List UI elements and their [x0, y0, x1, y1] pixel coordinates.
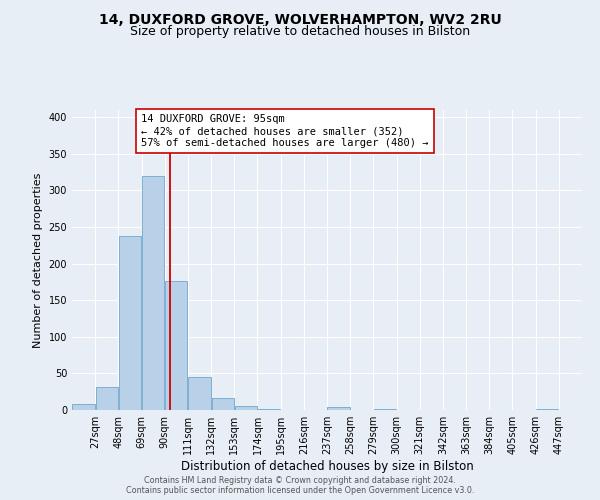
Bar	[95, 386, 118, 410]
Bar	[73, 404, 95, 410]
Bar	[142, 176, 164, 410]
Bar	[165, 281, 187, 410]
Y-axis label: Number of detached properties: Number of detached properties	[33, 172, 43, 348]
Bar	[235, 406, 257, 410]
Bar	[212, 398, 234, 410]
Text: Contains public sector information licensed under the Open Government Licence v3: Contains public sector information licen…	[126, 486, 474, 495]
Bar	[328, 407, 350, 410]
Bar	[119, 236, 141, 410]
Text: Size of property relative to detached houses in Bilston: Size of property relative to detached ho…	[130, 25, 470, 38]
Bar	[188, 377, 211, 410]
Text: Contains HM Land Registry data © Crown copyright and database right 2024.: Contains HM Land Registry data © Crown c…	[144, 476, 456, 485]
Bar	[536, 408, 559, 410]
Text: 14, DUXFORD GROVE, WOLVERHAMPTON, WV2 2RU: 14, DUXFORD GROVE, WOLVERHAMPTON, WV2 2R…	[98, 12, 502, 26]
Text: 14 DUXFORD GROVE: 95sqm
← 42% of detached houses are smaller (352)
57% of semi-d: 14 DUXFORD GROVE: 95sqm ← 42% of detache…	[141, 114, 428, 148]
X-axis label: Distribution of detached houses by size in Bilston: Distribution of detached houses by size …	[181, 460, 473, 473]
